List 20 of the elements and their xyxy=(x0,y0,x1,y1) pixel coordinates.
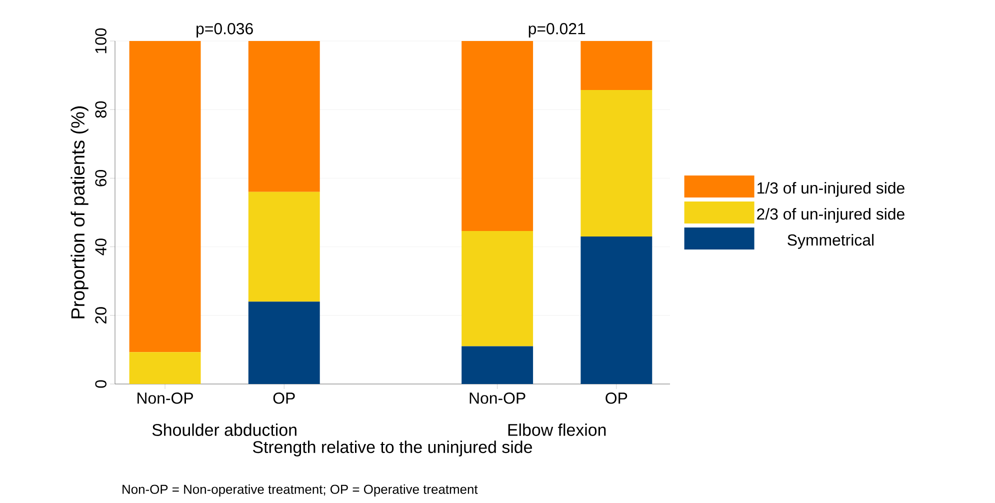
text: Non-OP = Non-operative treatment; OP = Operative treatment xyxy=(122,484,478,496)
x-tick-label: OP xyxy=(273,392,295,404)
x-tick-label: OP xyxy=(606,392,628,404)
legend-label: Symmetrical xyxy=(788,234,874,249)
y-tick-label: 100 xyxy=(95,28,106,54)
y-tick-label: 40 xyxy=(95,238,106,256)
y-axis-title: Proportion of patients (%) xyxy=(70,106,88,318)
legend-label: 2/3 of un-injured side xyxy=(757,208,904,223)
text: p=0.021 xyxy=(528,23,586,38)
x-tick-label: Non-OP xyxy=(138,392,193,404)
text: Shoulder abduction xyxy=(152,424,296,436)
x-axis-title: Strength relative to the uninjured side xyxy=(252,440,532,456)
y-tick-label: 80 xyxy=(95,101,106,118)
y-tick-label: 20 xyxy=(95,307,106,324)
text: Elbow flexion xyxy=(508,424,606,436)
y-tick-label: 0 xyxy=(95,380,106,388)
legend-label: 1/3 of un-injured side xyxy=(758,182,904,197)
x-tick-label: Non-OP xyxy=(470,392,526,404)
text: p=0.036 xyxy=(196,23,253,38)
y-tick-label: 60 xyxy=(95,170,106,186)
